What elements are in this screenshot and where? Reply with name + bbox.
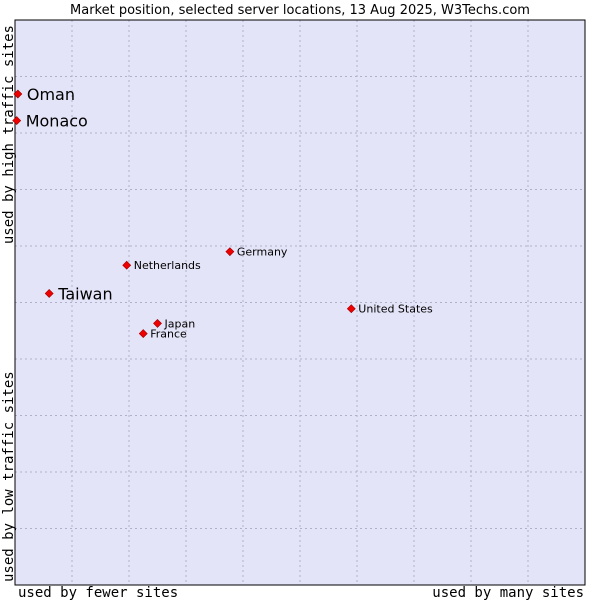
x-axis-label-left: used by fewer sites bbox=[18, 585, 178, 600]
point-marker-japan bbox=[153, 318, 162, 328]
data-points: Oman Monaco Germany Netherlands Taiwan United… bbox=[12, 85, 433, 341]
point-label-monaco: Monaco bbox=[26, 112, 88, 131]
point-label-netherlands: Netherlands bbox=[134, 259, 201, 272]
x-axis-label-right: used by many sites bbox=[432, 585, 584, 600]
y-axis-label-top: used by high traffic sites bbox=[1, 25, 17, 244]
point-marker-united-states bbox=[346, 304, 356, 314]
point-label-taiwan: Taiwan bbox=[57, 284, 112, 303]
point-marker-monaco bbox=[12, 116, 22, 125]
point-label-france: France bbox=[150, 328, 187, 341]
point-marker-taiwan bbox=[44, 289, 54, 298]
plot-border bbox=[14, 19, 586, 586]
point-marker-france bbox=[138, 329, 148, 338]
point-label-japan: Japan bbox=[164, 317, 196, 330]
point-label-oman: Oman bbox=[27, 85, 75, 104]
grid-lines bbox=[15, 20, 585, 585]
point-label-united-states: United States bbox=[358, 303, 433, 316]
y-axis-label-bottom: used by low traffic sites bbox=[1, 371, 17, 582]
chart-title: Market position, selected server locatio… bbox=[70, 3, 530, 18]
point-label-germany: Germany bbox=[237, 246, 288, 259]
point-marker-netherlands bbox=[122, 260, 132, 270]
point-marker-germany bbox=[225, 247, 235, 257]
point-marker-oman bbox=[13, 89, 23, 99]
